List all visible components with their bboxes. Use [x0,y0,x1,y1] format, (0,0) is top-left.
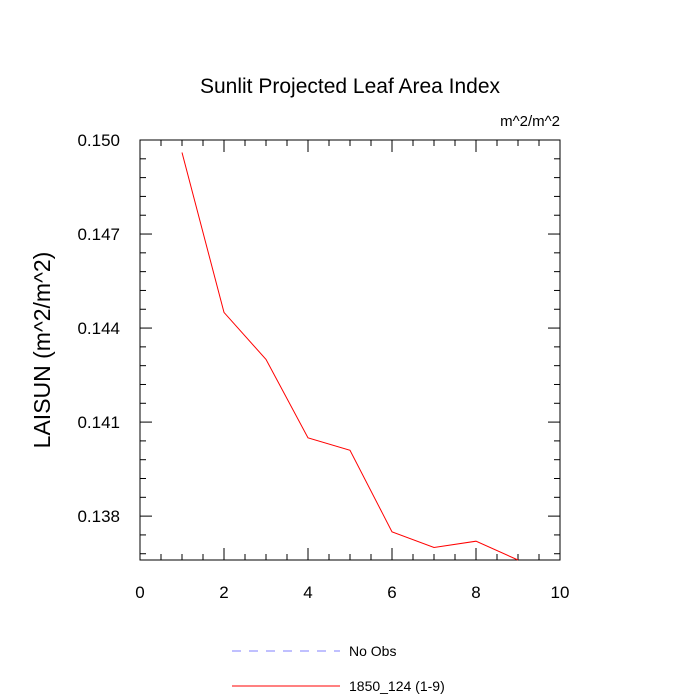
y-tick-label: 0.150 [77,131,120,150]
x-tick-label: 8 [471,583,480,602]
y-tick-label: 0.138 [77,507,120,526]
y-tick-label: 0.141 [77,413,120,432]
legend-label-no-obs: No Obs [349,643,396,659]
x-tick-label: 4 [303,583,312,602]
series-group [181,152,519,561]
x-tick-label: 10 [551,583,570,602]
plot-frame [139,139,561,561]
y-tick-label: 0.147 [77,225,120,244]
x-tick-label: 0 [135,583,144,602]
chart-title: Sunlit Projected Leaf Area Index [200,75,501,98]
series-line-1850-124 [181,152,519,561]
legend: No Obs 1850_124 (1-9) [232,643,445,694]
y-axis: 0.138 0.141 0.144 0.147 0.150 [77,131,560,555]
units-label: m^2/m^2 [500,113,560,130]
y-tick-label: 0.144 [77,319,120,338]
legend-label-1850-124: 1850_124 (1-9) [349,678,445,694]
y-axis-label: LAISUN (m^2/m^2) [29,252,55,449]
x-tick-label: 6 [387,583,396,602]
x-axis: 0 2 4 6 8 10 [135,140,569,602]
x-tick-label: 2 [219,583,228,602]
